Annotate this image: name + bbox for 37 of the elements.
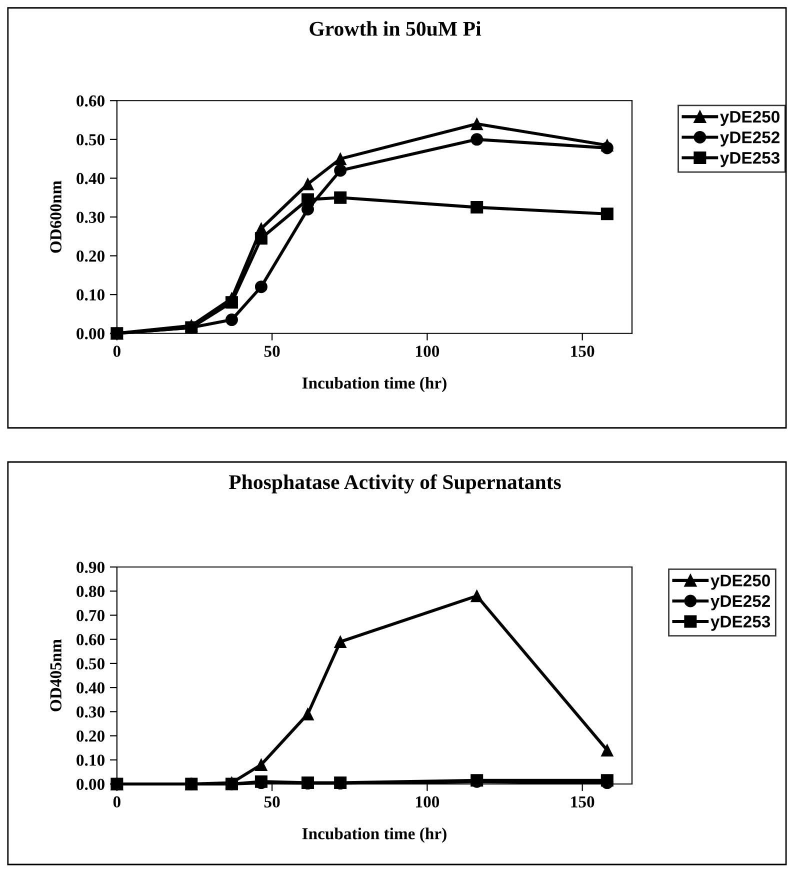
x-tick-label: 50	[264, 346, 280, 357]
y-tick-label: 0.80	[76, 586, 104, 598]
legend-label: yDE253	[720, 152, 780, 168]
y-tick-label: 0.00	[76, 328, 104, 340]
legend-label: yDE253	[710, 616, 770, 631]
x-tick-label: 150	[571, 796, 594, 808]
y-tick-label: 0.30	[76, 212, 104, 224]
y-tick-label: 0.60	[76, 634, 104, 646]
y-tick-label: 0.20	[76, 250, 104, 262]
x-axis-title: Incubation time (hr)	[302, 376, 446, 392]
x-tick-label: 0	[113, 346, 120, 357]
y-tick-label: 0.90	[76, 562, 104, 574]
x-tick-label: 150	[571, 346, 594, 357]
y-tick-label: 0.00	[76, 778, 104, 790]
y-axis-title: OD405nm	[50, 639, 62, 712]
y-tick-label: 0.30	[76, 706, 104, 718]
x-tick-label: 100	[416, 796, 440, 808]
legend-label: yDE250	[720, 110, 780, 126]
y-tick-label: 0.40	[76, 172, 104, 184]
y-tick-label: 0.10	[76, 289, 104, 301]
y-tick-label: 0.10	[76, 754, 104, 766]
x-tick-label: 100	[416, 346, 440, 357]
legend-label: yDE252	[710, 595, 770, 610]
x-tick-label: 0	[113, 796, 120, 808]
y-tick-label: 0.50	[76, 658, 104, 670]
chart-title: Growth in 50uM Pi	[310, 21, 482, 36]
y-axis-title: OD600nm	[50, 180, 62, 253]
legend-label: yDE252	[720, 131, 780, 147]
y-tick-label: 0.20	[76, 730, 104, 742]
x-axis-title: Incubation time (hr)	[302, 828, 446, 843]
y-tick-label: 0.60	[76, 95, 104, 107]
y-tick-label: 0.70	[76, 610, 104, 622]
chart-title: Phosphatase Activity of Supernatants	[228, 474, 561, 494]
x-tick-label: 50	[264, 796, 280, 808]
legend-label: yDE250	[710, 574, 770, 590]
y-tick-label: 0.40	[76, 682, 104, 694]
y-tick-label: 0.50	[76, 134, 104, 146]
